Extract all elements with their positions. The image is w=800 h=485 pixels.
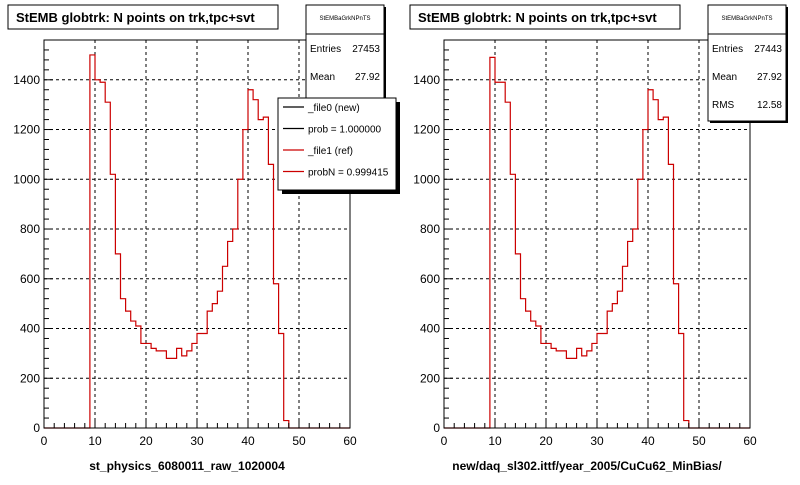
x-tick-label: 0 <box>441 434 448 448</box>
y-tick-label: 400 <box>420 322 440 336</box>
x-axis-label: st_physics_6080011_raw_1020004 <box>89 459 285 473</box>
y-tick-label: 800 <box>20 222 40 236</box>
x-tick-label: 40 <box>241 434 255 448</box>
stats-value: 27443 <box>754 44 782 55</box>
stats-value: 12.58 <box>757 100 782 111</box>
y-tick-label: 200 <box>420 371 440 385</box>
plot-panel-2: 0 10 20 30 40 50 600200400600800100012001400ne… <box>409 4 788 473</box>
stats-value: 27.92 <box>757 72 782 83</box>
y-tick-label: 1400 <box>13 73 40 87</box>
legend-entry: _file0 (new) <box>307 103 360 114</box>
stats-value: 27453 <box>352 44 380 55</box>
legend-box: _file0 (new) prob = 1.000000 _file1 (ref) p… <box>277 97 400 194</box>
stats-name: StEMBaGrkNPnTS <box>721 16 772 22</box>
y-tick-label: 400 <box>20 322 40 336</box>
y-tick-label: 1000 <box>13 172 40 186</box>
stats-label: Entries <box>310 44 341 55</box>
x-tick-label: 60 <box>743 434 757 448</box>
stats-label: Mean <box>712 72 737 83</box>
y-tick-label: 800 <box>420 222 440 236</box>
x-tick-label: 30 <box>190 434 204 448</box>
x-tick-label: 30 <box>590 434 604 448</box>
histogram-series <box>44 54 350 429</box>
y-tick-label: 1000 <box>413 172 440 186</box>
stats-name: StEMBaGrkNPnTS <box>319 16 370 22</box>
stats-box <box>305 4 385 100</box>
y-tick-label: 1400 <box>413 73 440 87</box>
y-tick-label: 1200 <box>13 123 40 137</box>
legend-frame <box>277 97 397 191</box>
y-tick-label: 200 <box>20 371 40 385</box>
legend-entry: _file1 (ref) <box>307 146 353 157</box>
chart-title: StEMB globtrk: N points on trk,tpc+svt <box>16 10 255 25</box>
stats-value: 27.92 <box>355 72 380 83</box>
legend-entry: probN = 0.999415 <box>308 168 389 179</box>
x-tick-label: 60 <box>343 434 357 448</box>
stats-label: RMS <box>712 100 735 111</box>
x-axis-label: new/daq_sl302.ittf/year_2005/CuCu62_MinB… <box>452 459 722 473</box>
stats-label: Mean <box>310 72 335 83</box>
x-tick-label: 50 <box>692 434 706 448</box>
x-tick-label: 20 <box>539 434 553 448</box>
x-tick-label: 10 <box>488 434 502 448</box>
x-tick-label: 0 <box>41 434 48 448</box>
y-tick-label: 1200 <box>413 123 440 137</box>
title-box <box>7 4 279 30</box>
legend-entry: prob = 1.000000 <box>308 125 382 136</box>
y-tick-label: 600 <box>420 272 440 286</box>
y-tick-label: 0 <box>33 421 40 435</box>
x-tick-label: 40 <box>641 434 655 448</box>
histogram-series <box>444 56 750 429</box>
stats-label: Entries <box>712 44 743 55</box>
y-tick-label: 0 <box>433 421 440 435</box>
stats-box <box>707 4 787 122</box>
title-box <box>409 4 681 30</box>
x-tick-label: 10 <box>88 434 102 448</box>
chart-title: StEMB globtrk: N points on trk,tpc+svt <box>418 10 657 25</box>
x-tick-label: 50 <box>292 434 306 448</box>
plot-panel-1: 0 10 20 30 40 50 600200400600800100012001400st… <box>7 4 400 473</box>
y-tick-label: 600 <box>20 272 40 286</box>
x-tick-label: 20 <box>139 434 153 448</box>
